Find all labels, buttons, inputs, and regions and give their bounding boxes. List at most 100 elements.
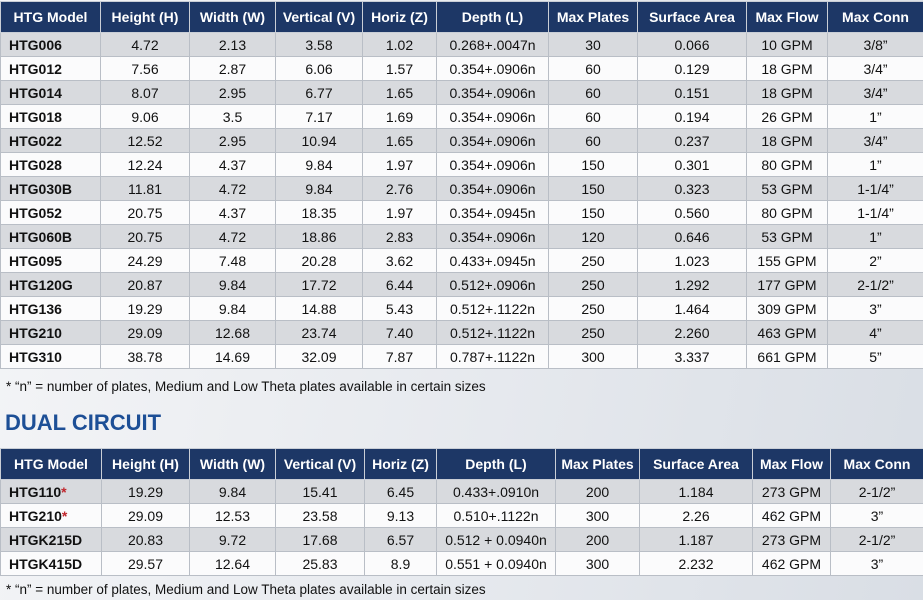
cell: 0.354+.0945n xyxy=(436,200,549,225)
asterisk: * xyxy=(61,507,68,524)
cell: 0.787+.1122n xyxy=(436,344,549,369)
cell: 38.78 xyxy=(100,344,190,369)
cell: 309 GPM xyxy=(746,296,828,321)
cell: 1” xyxy=(827,152,923,177)
cell: 0.323 xyxy=(637,176,747,201)
cell: 2.26 xyxy=(639,503,753,528)
cell: 1.57 xyxy=(362,56,437,81)
cell: 60 xyxy=(548,128,638,153)
cell: HTGK215D xyxy=(0,527,102,552)
cell: HTG060B xyxy=(0,224,101,249)
cell: 9.13 xyxy=(364,503,437,528)
cell: 150 xyxy=(548,200,638,225)
cell: 2.83 xyxy=(362,224,437,249)
cell: 3.58 xyxy=(275,32,363,57)
spec-table: HTG Model Height (H) Width (W) Vertical (V)… xyxy=(0,448,923,576)
cell: 23.74 xyxy=(275,320,363,345)
cell: 3” xyxy=(827,296,923,321)
cell: 26 GPM xyxy=(746,104,828,129)
cell: 7.17 xyxy=(275,104,363,129)
cell: 53 GPM xyxy=(746,176,828,201)
table-row: HTG006 4.72 2.13 3.58 1.02 0.268+.0047n 30 0.06… xyxy=(0,32,923,57)
cell: 10.94 xyxy=(275,128,363,153)
cell: 462 GPM xyxy=(752,551,831,576)
section-title: DUAL CIRCUIT xyxy=(5,410,162,435)
column-header: Max Plates xyxy=(555,448,640,480)
cell: 3.337 xyxy=(637,344,747,369)
cell: 1.464 xyxy=(637,296,747,321)
cell: 2.13 xyxy=(189,32,276,57)
cell: 1-1/4” xyxy=(827,176,923,201)
cell: 0.512+.1122n xyxy=(436,296,549,321)
cell: 18 GPM xyxy=(746,80,828,105)
cell: 0.301 xyxy=(637,152,747,177)
cell: 0.433+.0910n xyxy=(436,479,556,504)
cell: 0.510+.1122n xyxy=(436,503,556,528)
cell: 0.129 xyxy=(637,56,747,81)
cell: 0.512+.1122n xyxy=(436,320,549,345)
cell: 0.151 xyxy=(637,80,747,105)
cell: HTG018 xyxy=(0,104,101,129)
cell: 6.06 xyxy=(275,56,363,81)
cell: 250 xyxy=(548,296,638,321)
table-row: HTG028 12.24 4.37 9.84 1.97 0.354+.0906n 150 0.… xyxy=(0,152,923,177)
cell: 7.56 xyxy=(100,56,190,81)
cell: 15.41 xyxy=(275,479,365,504)
footnote: * “n” = number of plates, Medium and Low… xyxy=(6,582,486,597)
column-header: Max Flow xyxy=(752,448,831,480)
cell: 3/8” xyxy=(827,32,923,57)
cell: 462 GPM xyxy=(752,503,831,528)
cell: 24.29 xyxy=(100,248,190,273)
cell: 60 xyxy=(548,104,638,129)
cell: 18 GPM xyxy=(746,128,828,153)
table-row: HTGK415D 29.57 12.64 25.83 8.9 0.551 + 0.0940… xyxy=(0,551,923,576)
table-row: HTG060B 20.75 4.72 18.86 2.83 0.354+.0906n 120… xyxy=(0,224,923,249)
header-row: HTG Model Height (H) Width (W) Vertical (V)… xyxy=(0,1,923,33)
cell: 1” xyxy=(827,224,923,249)
cell: 9.84 xyxy=(189,272,276,297)
cell: 80 GPM xyxy=(746,152,828,177)
cell: 3/4” xyxy=(827,128,923,153)
cell: 2.95 xyxy=(189,128,276,153)
cell: 2.232 xyxy=(639,551,753,576)
cell: 9.84 xyxy=(275,176,363,201)
cell: 1.97 xyxy=(362,200,437,225)
cell: 12.24 xyxy=(100,152,190,177)
table-row: HTG052 20.75 4.37 18.35 1.97 0.354+.0945n 150 0… xyxy=(0,200,923,225)
cell: 7.48 xyxy=(189,248,276,273)
model-name: HTG110 xyxy=(9,483,62,500)
cell: 2.87 xyxy=(189,56,276,81)
cell: 2.76 xyxy=(362,176,437,201)
table-row: HTG012 7.56 2.87 6.06 1.57 0.354+.0906n 60 0.12… xyxy=(0,56,923,81)
cell: HTG110* xyxy=(0,479,102,504)
cell: 250 xyxy=(548,248,638,273)
cell: HTG030B xyxy=(0,176,101,201)
cell: 0.354+.0906n xyxy=(436,176,549,201)
cell: 29.09 xyxy=(101,503,190,528)
cell: 4.37 xyxy=(189,200,276,225)
table-row: HTG022 12.52 2.95 10.94 1.65 0.354+.0906n 60 0.… xyxy=(0,128,923,153)
cell: 3.5 xyxy=(189,104,276,129)
column-header: Height (H) xyxy=(101,448,190,480)
cell: 1-1/4” xyxy=(827,200,923,225)
cell: 10 GPM xyxy=(746,32,828,57)
cell: 6.44 xyxy=(362,272,437,297)
cell: 2-1/2” xyxy=(827,272,923,297)
cell: 53 GPM xyxy=(746,224,828,249)
cell: HTG012 xyxy=(0,56,101,81)
cell: HTG310 xyxy=(0,344,101,369)
column-header: Vertical (V) xyxy=(275,1,363,33)
cell: 19.29 xyxy=(101,479,190,504)
table-row: HTG210* 29.09 12.53 23.58 9.13 0.510+.1122n 30… xyxy=(0,503,923,528)
cell: 8.9 xyxy=(364,551,437,576)
cell: 1.023 xyxy=(637,248,747,273)
column-header: HTG Model xyxy=(0,448,102,480)
cell: 200 xyxy=(555,479,640,504)
cell: 80 GPM xyxy=(746,200,828,225)
cell: 19.29 xyxy=(100,296,190,321)
cell: 150 xyxy=(548,152,638,177)
cell: HTG095 xyxy=(0,248,101,273)
cell: 0.512+.0906n xyxy=(436,272,549,297)
cell: 0.354+.0906n xyxy=(436,128,549,153)
